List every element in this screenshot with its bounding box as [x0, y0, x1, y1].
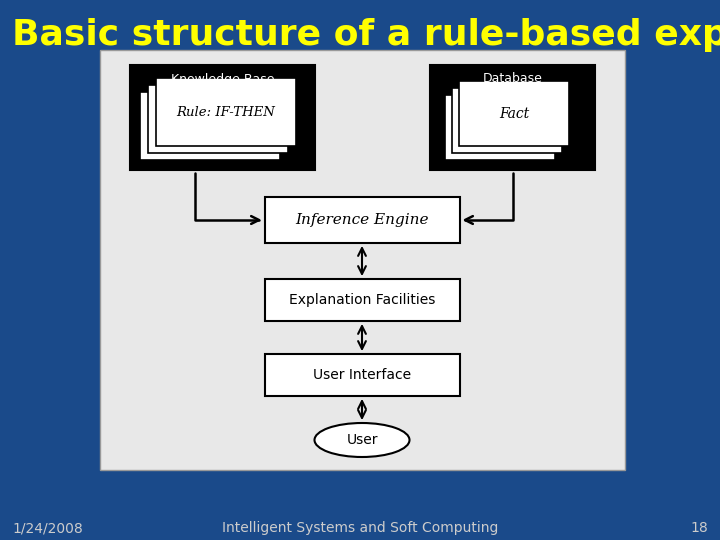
Bar [148, 85, 288, 153]
Bar [130, 65, 315, 170]
Bar [140, 92, 280, 160]
Text: Inference Engine: Inference Engine [295, 213, 428, 227]
Text: Intelligent Systems and Soft Computing: Intelligent Systems and Soft Computing [222, 521, 498, 535]
Text: Fact: Fact [499, 106, 529, 120]
Bar [264, 197, 459, 243]
Text: Basic structure of a rule-based expert system: Basic structure of a rule-based expert s… [12, 18, 720, 52]
Text: Knowledge Base: Knowledge Base [171, 72, 274, 85]
Text: User Interface: User Interface [313, 368, 411, 382]
Ellipse shape [315, 423, 410, 457]
Text: 1/24/2008: 1/24/2008 [12, 521, 83, 535]
Bar [264, 354, 459, 396]
Bar [264, 279, 459, 321]
Bar [156, 78, 296, 146]
Text: Rule: IF-THEN: Rule: IF-THEN [176, 105, 276, 118]
Text: Database: Database [482, 72, 542, 85]
Bar [445, 95, 555, 160]
Bar [459, 81, 569, 146]
Bar [430, 65, 595, 170]
Text: User: User [346, 433, 378, 447]
Text: 18: 18 [690, 521, 708, 535]
Bar [452, 88, 562, 153]
Text: Explanation Facilities: Explanation Facilities [289, 293, 435, 307]
Bar [100, 50, 625, 470]
